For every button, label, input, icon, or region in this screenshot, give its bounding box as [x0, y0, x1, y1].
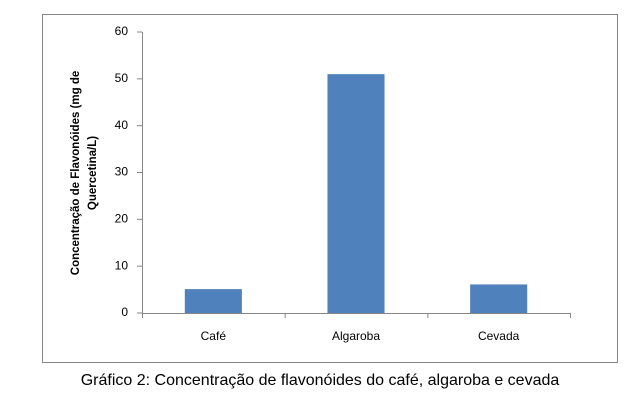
y-axis-title-line: Quercetina/L) [87, 136, 99, 210]
x-tick-label: Cevada [478, 329, 520, 343]
y-axis-title-line: Concentração de Flavonóides (mg de [70, 71, 82, 275]
y-tick-label: 10 [115, 258, 129, 272]
y-axis-title: Concentração de Flavonóides (mg de Querc… [70, 71, 99, 275]
caption: Gráfico 2: Concentração de flavonóides d… [81, 372, 560, 389]
y-tick-label: 40 [115, 118, 129, 132]
y-tick-label: 30 [115, 165, 129, 179]
bar [327, 74, 385, 314]
bar [470, 284, 528, 313]
y-tick-label: 60 [115, 24, 129, 38]
x-tick-label: Café [201, 329, 227, 343]
y-tick-label: 0 [121, 305, 128, 319]
bar [184, 289, 242, 313]
y-tick-label: 50 [115, 71, 129, 85]
x-tick-label: Algaroba [332, 329, 380, 343]
y-tick-label: 20 [115, 212, 129, 226]
